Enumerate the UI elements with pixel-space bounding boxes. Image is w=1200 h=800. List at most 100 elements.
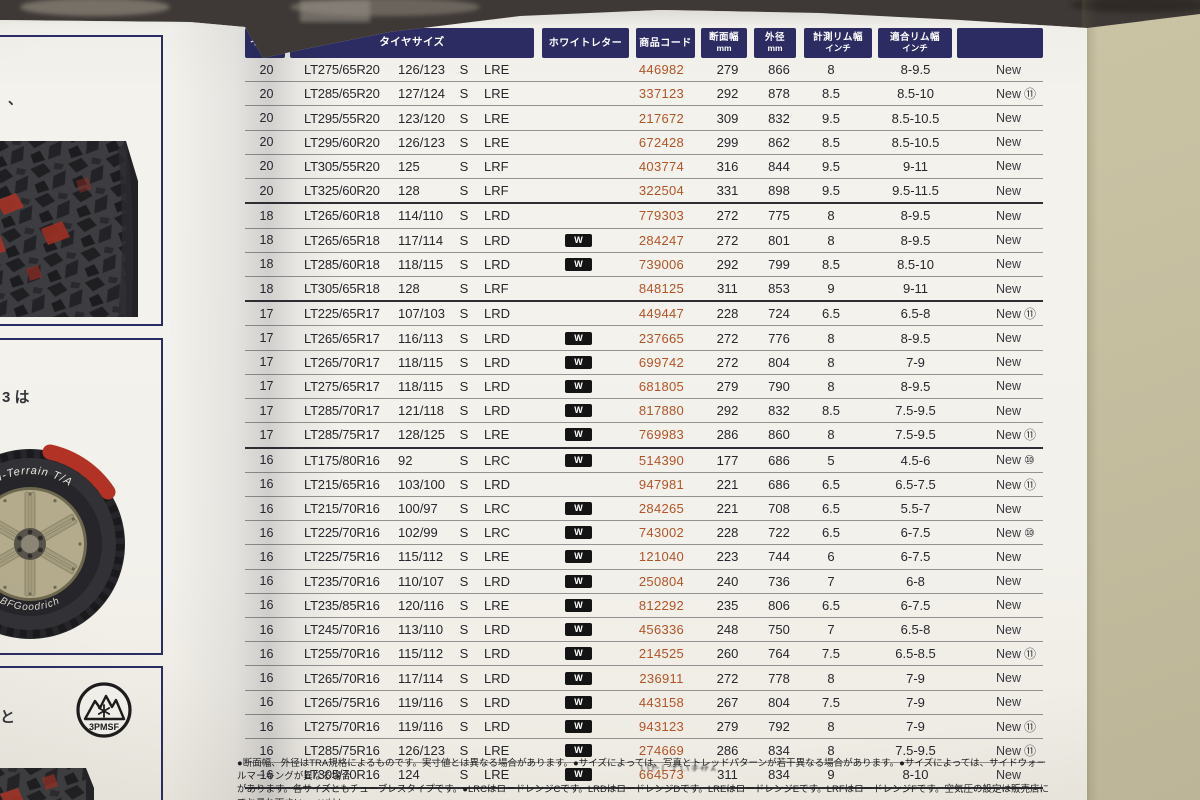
cell-product-code: 739006: [638, 256, 685, 272]
cell-outer-diameter: 744: [768, 549, 790, 565]
header-section-width: 断面幅 mm: [701, 28, 747, 58]
white-letter-badge: W: [565, 331, 592, 345]
cell-section-width: 292: [716, 86, 739, 102]
cell-speed-symbol: S: [459, 378, 469, 394]
cell-outer-diameter: 834: [768, 743, 790, 759]
table-row: 20 LT285/65R20 127/124 S LRE 337123 292 …: [245, 82, 1043, 107]
cell-load-range: LRC: [484, 452, 511, 468]
cell-inch: 20: [259, 111, 274, 126]
cell-tire-size: LT245/70R16: [304, 622, 380, 638]
cell-load-range: LRF: [484, 281, 509, 297]
table-row: 16 LT215/65R16 103/100 S LRD 947981 221 …: [245, 473, 1043, 497]
cell-load-index: 92: [398, 452, 413, 468]
table-row: 18 LT285/60R18 118/115 S LRD W 739006 29…: [245, 253, 1043, 277]
cell-measured-rim-width: 8: [827, 743, 835, 759]
header-product-code: 商品コード: [636, 28, 695, 58]
tire-tread-photo: [0, 141, 138, 317]
cell-load-range: LRD: [484, 476, 511, 492]
table-row: 16 LT225/75R16 115/112 S LRE W 121040 22…: [245, 545, 1043, 570]
cell-tire-size: LT305/55R20: [304, 158, 380, 174]
cell-load-range: LRC: [484, 501, 511, 517]
tire-wheel-photo-box: 3 は All-Terrain T/A BFGoodrich: [0, 338, 163, 655]
cell-inch: 20: [259, 62, 274, 77]
table-row: 18 LT265/65R18 117/114 S LRD W 284247 27…: [245, 229, 1043, 253]
cell-load-range: LRD: [484, 573, 511, 589]
cell-product-code: 943123: [638, 719, 685, 735]
cell-speed-symbol: S: [459, 110, 469, 126]
cell-white-letter: W: [542, 428, 629, 442]
cell-section-width: 272: [716, 330, 739, 346]
table-row: 17 LT265/65R17 116/113 S LRD W 237665 27…: [245, 326, 1043, 351]
cell-white-letter: W: [542, 720, 629, 734]
cell-new-badge: New: [996, 622, 1022, 637]
cell-product-code: 236911: [639, 670, 684, 686]
cell-new-badge: New: [996, 208, 1022, 223]
cell-load-index: 128: [398, 281, 420, 297]
cell-measured-rim-width: 6.5: [821, 597, 841, 613]
table-row: 18 LT305/65R18 128 S LRF 848125 311 853 …: [245, 277, 1043, 303]
cell-speed-symbol: S: [459, 573, 469, 589]
cell-new-badge: New: [996, 135, 1022, 150]
cell-outer-diameter: 792: [768, 719, 790, 735]
table-row: 17 LT285/70R17 121/118 S LRD W 817880 29…: [245, 399, 1043, 424]
footnote-line: があります。各サイズともチューブレスタイプです。●LRCはロードレンジCです。L…: [237, 784, 1049, 800]
cell-outer-diameter: 776: [768, 330, 790, 346]
cell-speed-symbol: S: [459, 403, 469, 419]
cell-load-index: 110/107: [398, 573, 445, 589]
cell-approved-rim-width: 8-9.5: [900, 208, 931, 224]
cell-speed-symbol: S: [459, 427, 469, 443]
partial-tire-tread-photo: [0, 768, 94, 800]
cell-product-code: 779303: [638, 208, 685, 224]
cell-tire-size: LT265/65R18: [304, 232, 380, 248]
cell-measured-rim-width: 6.5: [821, 525, 841, 541]
snowflake-certification-box: と 3PMSF: [0, 666, 163, 800]
cell-new-badge: New: [996, 111, 1022, 126]
cell-measured-rim-width: 7.5: [821, 694, 841, 710]
white-letter-badge: W: [565, 428, 592, 442]
table-row: 16 LT285/75R16 126/123 S LRE W 274669 28…: [245, 739, 1043, 764]
cell-approved-rim-width: 5.5-7: [900, 501, 931, 517]
cell-inch: 17: [259, 355, 274, 370]
table-row: 16 LT235/70R16 110/107 S LRD W 250804 24…: [245, 570, 1043, 594]
cell-outer-diameter: 801: [768, 232, 790, 248]
cell-measured-rim-width: 8: [827, 330, 835, 346]
cell-section-width: 272: [716, 354, 739, 370]
cell-measured-rim-width: 8.5: [821, 403, 841, 419]
cell-new-badge: New ⑪: [996, 477, 1037, 492]
cell-approved-rim-width: 6-7.5: [900, 597, 931, 613]
cut-text-fragment-top: 、: [8, 91, 22, 107]
cell-load-range: LRE: [484, 62, 510, 78]
cell-speed-symbol: S: [459, 501, 469, 517]
cell-load-index: 118/115: [398, 256, 444, 272]
cell-inch: 20: [259, 86, 274, 101]
cell-section-width: 248: [716, 622, 739, 638]
cell-approved-rim-width: 6.5-8.5: [895, 646, 936, 662]
cell-outer-diameter: 862: [768, 134, 790, 150]
cell-load-range: LRC: [484, 525, 511, 541]
cell-section-width: 272: [716, 208, 739, 224]
cell-load-index: 115/112: [398, 549, 444, 565]
cell-tire-size: LT255/70R16: [304, 646, 380, 662]
cell-load-index: 100/97: [398, 501, 438, 517]
cell-inch: 17: [259, 427, 274, 442]
cell-speed-symbol: S: [459, 306, 469, 322]
white-letter-badge: W: [565, 720, 592, 734]
cell-speed-symbol: S: [459, 232, 469, 248]
cell-speed-symbol: S: [459, 208, 469, 224]
cell-tire-size: LT235/70R16: [304, 573, 380, 589]
cell-approved-rim-width: 8-9.5: [900, 330, 931, 346]
cell-speed-symbol: S: [459, 86, 469, 102]
cell-section-width: 272: [716, 670, 739, 686]
cell-section-width: 228: [716, 525, 739, 541]
cell-new-badge: New ⑪: [996, 744, 1037, 759]
cell-inch: 16: [259, 695, 274, 710]
cell-section-width: 299: [716, 134, 739, 150]
cell-section-width: 228: [716, 306, 739, 322]
cell-tire-size: LT175/80R16: [304, 452, 380, 468]
cell-measured-rim-width: 7: [827, 622, 835, 638]
cell-speed-symbol: S: [459, 183, 469, 199]
table-row: 17 LT265/70R17 118/115 S LRD W 699742 27…: [245, 351, 1043, 375]
cell-measured-rim-width: 6.5: [821, 306, 841, 322]
cell-section-width: 177: [716, 452, 739, 468]
cell-product-code: 214525: [638, 646, 685, 662]
